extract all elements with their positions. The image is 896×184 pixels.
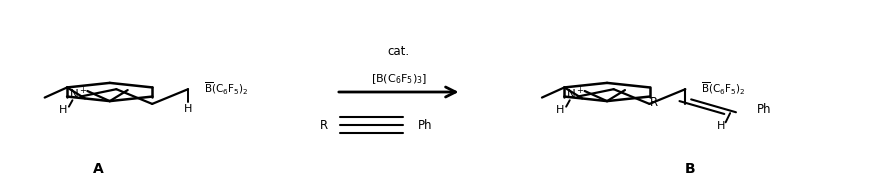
Text: H: H (717, 121, 726, 131)
Text: H: H (58, 105, 67, 115)
Text: Ph: Ph (418, 119, 433, 132)
Text: $\mathregular{\overline{B}(C_6F_5)_2}$: $\mathregular{\overline{B}(C_6F_5)_2}$ (702, 81, 745, 97)
Text: A: A (93, 162, 104, 176)
Text: cat.: cat. (388, 45, 409, 58)
Text: Ph: Ph (757, 103, 771, 116)
Text: H: H (556, 105, 564, 115)
Text: $\mathregular{\overline{B}(C_6F_5)_2}$: $\mathregular{\overline{B}(C_6F_5)_2}$ (204, 81, 248, 97)
Text: $\mathregular{N}^+$: $\mathregular{N}^+$ (69, 87, 87, 102)
Text: B: B (685, 162, 695, 176)
Text: H: H (184, 104, 193, 114)
Text: $\mathregular{[B(C_6F_5)_3]}$: $\mathregular{[B(C_6F_5)_3]}$ (371, 72, 426, 86)
Text: R: R (650, 95, 659, 109)
Text: R: R (320, 119, 329, 132)
Text: $\mathregular{N}^+$: $\mathregular{N}^+$ (566, 87, 584, 102)
